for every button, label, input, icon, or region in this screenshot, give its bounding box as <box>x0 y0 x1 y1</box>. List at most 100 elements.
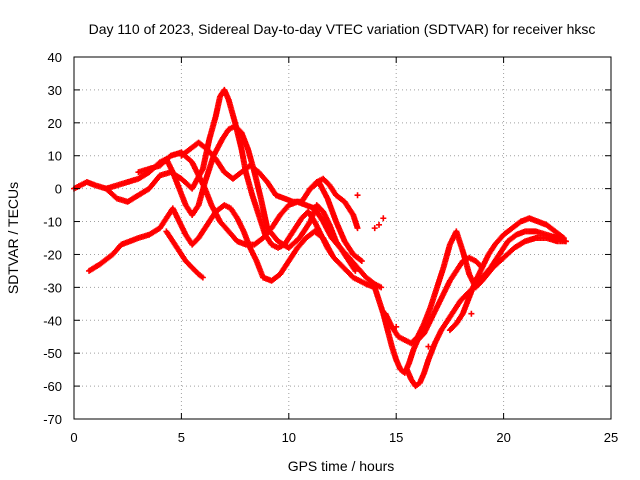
data-point-trail <box>400 336 407 343</box>
data-point <box>468 310 475 317</box>
data-point <box>393 323 400 330</box>
data-point-trail <box>412 335 419 342</box>
y-tick-label: 0 <box>55 182 62 197</box>
series-6 <box>178 139 365 265</box>
x-tick-label: 5 <box>178 430 185 445</box>
data-point-trail <box>248 190 255 197</box>
data-point-trail <box>111 193 118 200</box>
series-7 <box>307 175 361 232</box>
data-point <box>371 225 378 232</box>
data-point-trail <box>280 194 287 201</box>
data-point-trail <box>154 174 161 181</box>
data-point-trail <box>318 206 325 213</box>
y-tick-label: -20 <box>43 247 62 262</box>
x-ticks: 0 5 10 15 20 25 <box>70 57 618 445</box>
y-tick-label: -60 <box>43 379 62 394</box>
data-point-trail <box>144 166 151 173</box>
x-tick-label: 10 <box>282 430 296 445</box>
data-point-trail <box>354 223 361 230</box>
data-point-trail <box>405 361 412 368</box>
data-point-trail <box>446 243 453 250</box>
data-point-trail <box>335 259 342 266</box>
y-tick-label: -40 <box>43 313 62 328</box>
y-axis-label: SDTVAR / TECUs <box>5 182 21 294</box>
data-point-trail <box>361 280 368 287</box>
plot-frame <box>73 56 612 420</box>
data-point-trail <box>216 95 223 102</box>
data-point-trail <box>236 127 243 134</box>
y-tick-label: -50 <box>43 346 62 361</box>
data-point-trail <box>498 256 505 263</box>
series-11 <box>446 215 567 334</box>
data-point-trail <box>165 154 172 161</box>
data-point-trail <box>459 246 466 253</box>
series-4 <box>135 149 385 291</box>
data-point-trail <box>273 235 280 242</box>
data-point-trail <box>508 247 515 254</box>
data-point-trail <box>175 184 182 191</box>
y-tick-label: 30 <box>48 83 62 98</box>
data-point-trail <box>424 358 431 365</box>
y-tick-label: -10 <box>43 215 62 230</box>
chart-title: Day 110 of 2023, Sidereal Day-to-day VTE… <box>89 21 596 37</box>
data-point-trail <box>134 235 141 242</box>
data-point-trail <box>552 234 559 241</box>
data-points <box>71 86 569 390</box>
data-point-trail <box>193 237 200 244</box>
data-point-trail <box>451 322 458 329</box>
data-point-trail <box>465 295 472 302</box>
data-point-trail <box>249 241 256 248</box>
data-point-trail <box>332 217 339 224</box>
series-5 <box>163 228 206 281</box>
data-point-trail <box>376 283 383 290</box>
data-point-trail <box>533 217 540 224</box>
y-tick-label: -30 <box>43 280 62 295</box>
data-point-trail <box>199 167 206 174</box>
data-point <box>425 343 432 350</box>
data-point-trail <box>392 355 399 362</box>
data-point-trail <box>341 265 348 272</box>
data-point <box>354 192 361 199</box>
data-point-trail <box>186 157 193 164</box>
data-point-trail <box>559 234 566 241</box>
data-point <box>380 215 387 222</box>
x-tick-label: 0 <box>70 430 77 445</box>
y-tick-label: -70 <box>43 412 62 427</box>
x-axis-label: GPS time / hours <box>288 458 395 474</box>
data-point-trail <box>112 182 119 189</box>
data-point-trail <box>420 371 427 378</box>
x-tick-label: 20 <box>496 430 510 445</box>
data-point-trail <box>433 285 440 292</box>
x-tick-label: 25 <box>604 430 618 445</box>
data-point-trail <box>125 238 132 245</box>
data-point-trail <box>193 269 200 276</box>
series-2 <box>86 202 335 284</box>
data-point-trail <box>186 262 193 269</box>
data-point-trail <box>311 181 318 188</box>
data-point-trail <box>324 180 331 187</box>
data-point <box>376 221 383 228</box>
data-point-trail <box>388 342 395 349</box>
data-point-trail <box>348 272 355 279</box>
data-point-trail <box>225 95 232 102</box>
data-point-trail <box>439 266 446 273</box>
series-12 <box>354 192 475 350</box>
data-point-trail <box>542 231 549 238</box>
y-tick-label: 10 <box>48 149 62 164</box>
x-tick-label: 15 <box>389 430 403 445</box>
data-point-trail <box>123 179 130 186</box>
data-point-trail <box>91 181 98 188</box>
series-10 <box>403 228 569 390</box>
y-ticks: -70 -60 -50 -40 -30 -20 -10 0 10 20 30 40 <box>43 50 611 427</box>
data-point-trail <box>355 276 362 283</box>
data-point-trail <box>198 273 205 280</box>
data-point-trail <box>357 257 364 264</box>
y-tick-label: 40 <box>48 50 62 65</box>
data-point-trail <box>426 305 433 312</box>
data-point-trail <box>244 144 251 151</box>
data-point-trail <box>328 250 335 257</box>
data-point-trail <box>409 348 416 355</box>
data-point-trail <box>294 237 301 244</box>
y-tick-label: 20 <box>48 116 62 131</box>
